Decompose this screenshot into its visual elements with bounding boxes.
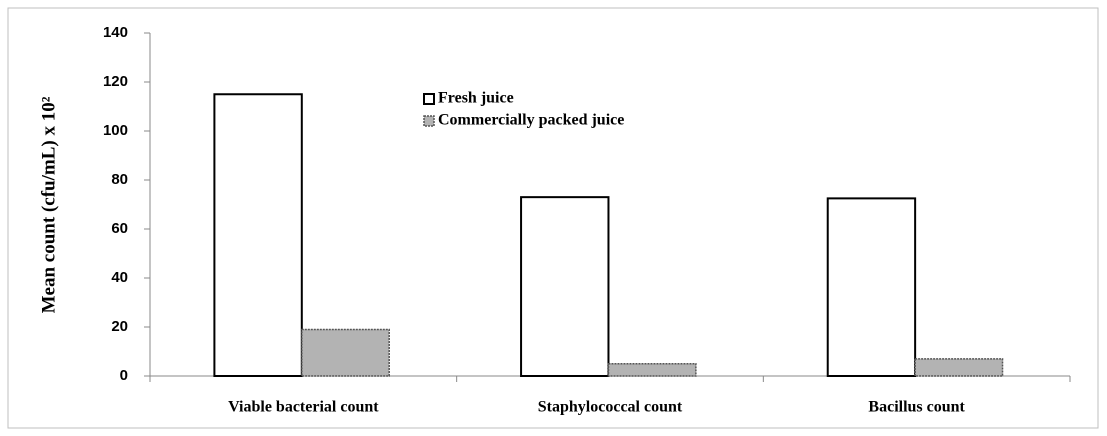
x-tick-label: Bacillus count — [868, 399, 965, 416]
y-tick-label: 140 — [103, 24, 128, 41]
y-tick-label: 120 — [103, 73, 128, 90]
bar — [826, 197, 917, 377]
bar — [301, 328, 390, 377]
bar — [520, 196, 610, 377]
y-tick-label: 0 — [120, 367, 128, 384]
legend-swatch — [423, 115, 435, 127]
legend-label: Fresh juice — [438, 90, 514, 107]
bar — [213, 93, 303, 377]
y-tick-label: 80 — [111, 171, 128, 188]
bar — [914, 358, 1004, 377]
legend-label: Commercially packed juice — [438, 112, 624, 129]
legend-swatch — [423, 93, 435, 105]
bar — [607, 363, 697, 377]
x-tick-label: Viable bacterial count — [228, 399, 379, 416]
y-axis-label: Mean count (cfu/mL) x 10² — [38, 96, 59, 313]
y-tick-label: 20 — [111, 318, 128, 335]
y-tick-label: 40 — [111, 269, 128, 286]
y-tick-label: 100 — [103, 122, 128, 139]
x-tick-label: Staphylococcal count — [538, 399, 683, 416]
y-tick-label: 60 — [111, 220, 128, 237]
